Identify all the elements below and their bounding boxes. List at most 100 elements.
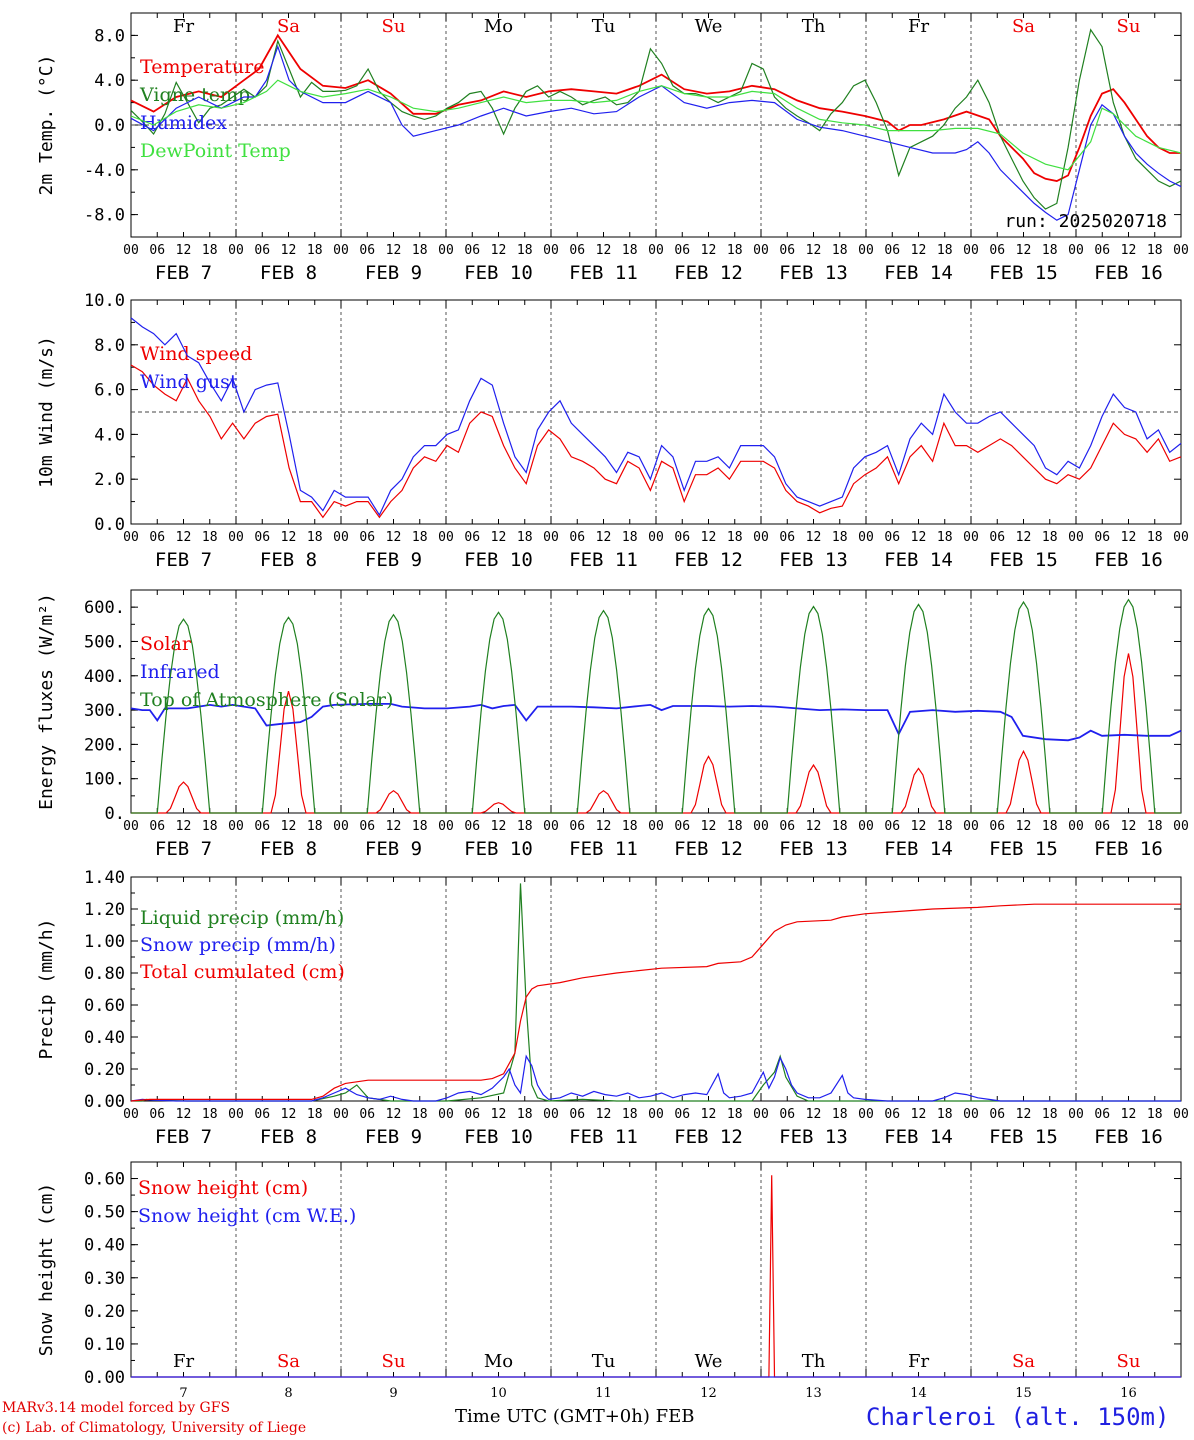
hour-tick-label: 12 — [806, 1107, 822, 1122]
hour-tick-label: 06 — [254, 243, 270, 258]
hour-tick-label: 06 — [1094, 530, 1110, 545]
hour-tick-label: 18 — [517, 1107, 533, 1122]
hour-tick-label: 12 — [596, 243, 612, 258]
hour-tick-label: 06 — [1094, 243, 1110, 258]
series-line-wind-speed — [130, 364, 1182, 519]
date-label: FEB 10 — [464, 262, 533, 284]
hour-tick-label: 00 — [333, 1107, 349, 1122]
hour-tick-label: 18 — [412, 243, 428, 258]
hour-tick-label: 12 — [491, 819, 507, 834]
hour-tick-label: 00 — [438, 819, 454, 834]
hour-tick-label: 00 — [123, 819, 139, 834]
hour-tick-label: 00 — [963, 243, 979, 258]
weekday-label: We — [695, 16, 723, 37]
day-number-label: 13 — [805, 1386, 822, 1401]
hour-tick-label: 18 — [1147, 1107, 1163, 1122]
hour-tick-label: 06 — [779, 1107, 795, 1122]
day-number-label: 9 — [389, 1386, 397, 1401]
y-axis-label: Snow height (cm) — [36, 1183, 57, 1356]
hour-tick-label: 06 — [359, 1107, 375, 1122]
date-label: FEB 13 — [779, 262, 848, 284]
date-label: FEB 14 — [884, 549, 953, 571]
hour-tick-label: 06 — [464, 530, 480, 545]
y-tick-label: 2.0 — [94, 470, 125, 490]
date-label: FEB 9 — [365, 262, 422, 284]
hour-tick-label: 06 — [464, 819, 480, 834]
hour-tick-label: 06 — [779, 530, 795, 545]
hour-tick-label: 00 — [858, 530, 874, 545]
hour-tick-label: 06 — [569, 819, 585, 834]
panel-3: 600. 500. 400. 300. 200. 100. 0. Energy fluxes … — [36, 589, 1189, 860]
hour-tick-label: 18 — [307, 819, 323, 834]
hour-tick-label: 12 — [596, 819, 612, 834]
hour-tick-label: 00 — [438, 243, 454, 258]
hour-tick-label: 06 — [359, 530, 375, 545]
date-label: FEB 12 — [674, 838, 743, 860]
hour-tick-label: 06 — [674, 1107, 690, 1122]
date-label: FEB 8 — [260, 838, 317, 860]
hour-tick-label: 06 — [989, 1107, 1005, 1122]
y-tick-label: 0.00 — [84, 1368, 125, 1388]
y-tick-label: 0.50 — [84, 1203, 125, 1223]
hour-tick-label: 06 — [674, 530, 690, 545]
legend-dewpoint-temp: DewPoint Temp — [140, 140, 291, 162]
hour-tick-label: 18 — [307, 530, 323, 545]
y-tick-label: 0.40 — [84, 1236, 125, 1256]
y-tick-label: 4.0 — [94, 71, 125, 91]
hour-tick-label: 12 — [281, 530, 297, 545]
weekday-label: Th — [802, 1351, 826, 1372]
hour-tick-label: 00 — [1173, 819, 1189, 834]
y-tick-label: 0.40 — [84, 1028, 125, 1048]
hour-tick-label: 18 — [622, 1107, 638, 1122]
hour-tick-label: 18 — [1042, 1107, 1058, 1122]
weekday-label: Su — [1117, 1351, 1141, 1372]
weekday-label: Tu — [592, 16, 616, 37]
hour-tick-label: 12 — [911, 1107, 927, 1122]
hour-tick-label: 18 — [412, 1107, 428, 1122]
hour-tick-label: 00 — [543, 1107, 559, 1122]
series-line-vigne-temp — [130, 28, 1182, 210]
date-label: FEB 11 — [569, 262, 638, 284]
date-label: FEB 11 — [569, 1126, 638, 1148]
date-label: FEB 14 — [884, 262, 953, 284]
date-label: FEB 14 — [884, 1126, 953, 1148]
weekday-label: Su — [382, 1351, 406, 1372]
date-label: FEB 12 — [674, 549, 743, 571]
hour-tick-label: 18 — [727, 243, 743, 258]
y-tick-label: 0.20 — [84, 1302, 125, 1322]
hour-tick-label: 06 — [1094, 1107, 1110, 1122]
hour-tick-label: 00 — [1173, 243, 1189, 258]
date-label: FEB 15 — [989, 1126, 1058, 1148]
hour-tick-label: 06 — [884, 530, 900, 545]
hour-tick-label: 00 — [963, 819, 979, 834]
hour-tick-label: 00 — [123, 530, 139, 545]
hour-tick-label: 06 — [884, 1107, 900, 1122]
y-tick-label: -8.0 — [84, 206, 125, 226]
hour-tick-label: 18 — [937, 530, 953, 545]
hour-tick-label: 18 — [307, 243, 323, 258]
hour-tick-label: 00 — [858, 243, 874, 258]
hour-tick-label: 12 — [386, 819, 402, 834]
hour-tick-label: 18 — [1147, 243, 1163, 258]
date-label: FEB 8 — [260, 549, 317, 571]
hour-tick-label: 18 — [517, 243, 533, 258]
date-label: FEB 11 — [569, 838, 638, 860]
hour-tick-label: 18 — [1147, 530, 1163, 545]
hour-tick-label: 18 — [937, 1107, 953, 1122]
hour-tick-label: 06 — [149, 1107, 165, 1122]
legend-temperature: Temperature — [140, 56, 264, 78]
legend-snow-precip-mm-h-: Snow precip (mm/h) — [140, 934, 336, 956]
hour-tick-label: 00 — [648, 243, 664, 258]
hour-tick-label: 06 — [989, 819, 1005, 834]
y-tick-label: 0.60 — [84, 996, 125, 1016]
legend-humidex: Humidex — [140, 112, 227, 134]
hour-tick-label: 12 — [806, 819, 822, 834]
weekday-label: Fr — [173, 1351, 194, 1372]
hour-tick-label: 00 — [438, 1107, 454, 1122]
date-label: FEB 10 — [464, 549, 533, 571]
y-tick-label: 100. — [84, 770, 125, 790]
hour-tick-label: 12 — [281, 819, 297, 834]
hour-tick-label: 12 — [386, 243, 402, 258]
hour-tick-label: 00 — [333, 819, 349, 834]
series-line-infrared — [130, 703, 1182, 742]
